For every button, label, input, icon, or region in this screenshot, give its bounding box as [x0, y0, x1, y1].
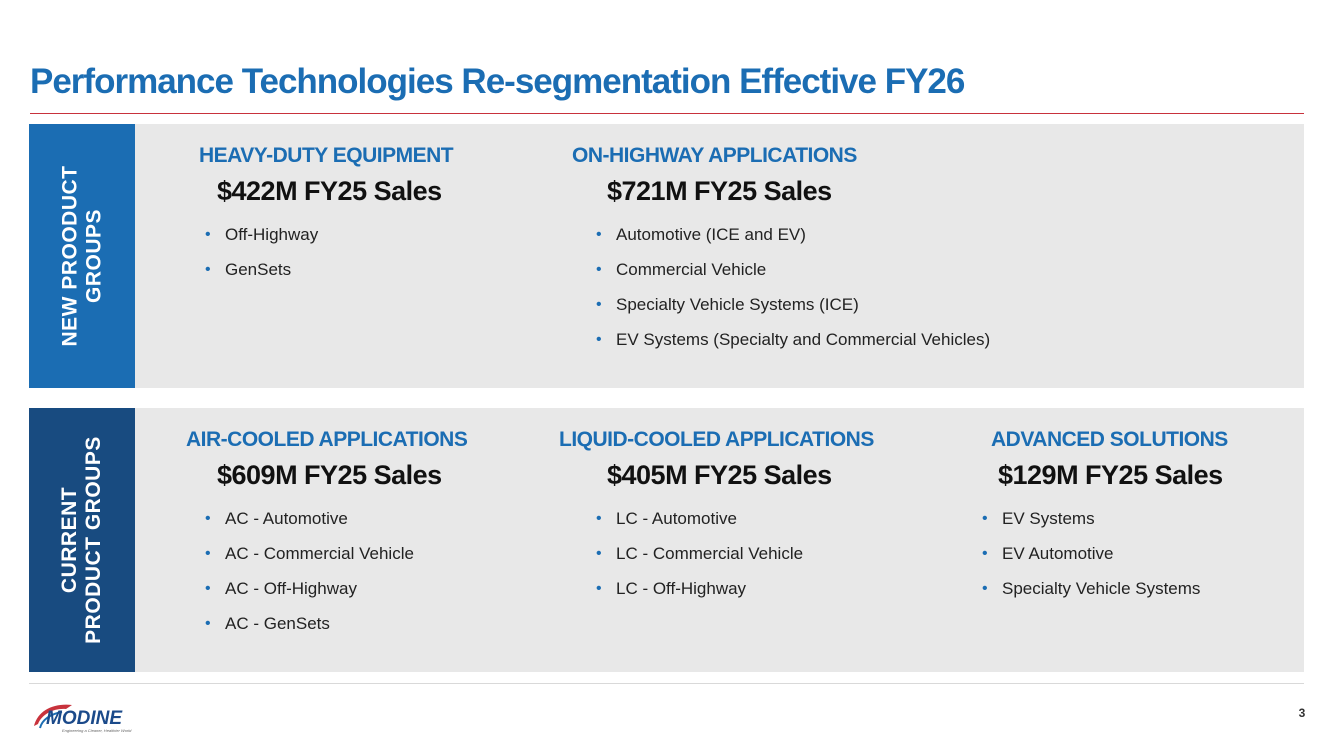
group-sales: $721M FY25 Sales [607, 176, 832, 206]
group-bullet-list: LC - Automotive LC - Commercial Vehicle … [590, 501, 874, 606]
group-advanced-solutions: ADVANCED SOLUTIONS $129M FY25 Sales EV S… [982, 428, 1228, 606]
logo-wordmark: MODINE [46, 708, 123, 729]
list-item: LC - Off-Highway [590, 571, 874, 606]
group-title: ADVANCED SOLUTIONS [991, 428, 1228, 451]
group-sales: $405M FY25 Sales [607, 460, 832, 490]
logo-tagline: Engineering a Cleaner, Healthier World [62, 728, 132, 733]
list-item: AC - Automotive [199, 501, 467, 536]
modine-logo: MODINE Engineering a Cleaner, Healthier … [34, 704, 132, 733]
list-item: EV Systems [976, 501, 1228, 536]
group-title: HEAVY-DUTY EQUIPMENT [199, 144, 454, 167]
group-bullet-list: EV Systems EV Automotive Specialty Vehic… [976, 501, 1228, 606]
group-heavy-duty-equipment: HEAVY-DUTY EQUIPMENT $422M FY25 Sales Of… [199, 144, 454, 287]
list-item: AC - Off-Highway [199, 571, 467, 606]
list-item: GenSets [199, 252, 453, 287]
new-product-groups-panel: NEW PROODUCT GROUPS HEAVY-DUTY EQUIPMENT… [29, 124, 1304, 388]
group-title: ON-HIGHWAY APPLICATIONS [572, 144, 857, 167]
new-groups-side-label: NEW PROODUCT GROUPS [29, 124, 135, 388]
group-bullet-list: AC - Automotive AC - Commercial Vehicle … [199, 501, 467, 641]
list-item: EV Systems (Specialty and Commercial Veh… [590, 322, 990, 357]
list-item: Off-Highway [199, 217, 453, 252]
group-sales: $422M FY25 Sales [217, 176, 442, 206]
group-sales: $609M FY25 Sales [217, 460, 442, 490]
group-sales: $129M FY25 Sales [998, 460, 1223, 490]
list-item: Commercial Vehicle [590, 252, 990, 287]
list-item: Specialty Vehicle Systems (ICE) [590, 287, 990, 322]
group-title: AIR-COOLED APPLICATIONS [186, 428, 468, 451]
list-item: LC - Commercial Vehicle [590, 536, 874, 571]
list-item: Specialty Vehicle Systems [976, 571, 1228, 606]
group-air-cooled-applications: AIR-COOLED APPLICATIONS $609M FY25 Sales… [186, 428, 468, 641]
group-bullet-list: Automotive (ICE and EV) Commercial Vehic… [590, 217, 990, 357]
list-item: AC - Commercial Vehicle [199, 536, 467, 571]
title-divider [30, 113, 1304, 114]
current-groups-side-label: CURRENT PRODUCT GROUPS [29, 408, 135, 672]
page-number: 3 [1298, 706, 1306, 720]
group-title: LIQUID-COOLED APPLICATIONS [559, 428, 874, 451]
list-item: Automotive (ICE and EV) [590, 217, 990, 252]
list-item: AC - GenSets [199, 606, 467, 641]
side-label-line: GROUPS [82, 209, 105, 304]
page-title: Performance Technologies Re-segmentation… [30, 62, 965, 101]
group-on-highway-applications: ON-HIGHWAY APPLICATIONS $721M FY25 Sales… [572, 144, 990, 357]
list-item: LC - Automotive [590, 501, 874, 536]
side-label-line: CURRENT [58, 486, 81, 594]
list-item: EV Automotive [976, 536, 1228, 571]
footer-divider [29, 683, 1304, 684]
side-label-line: PRODUCT GROUPS [82, 436, 105, 644]
group-liquid-cooled-applications: LIQUID-COOLED APPLICATIONS $405M FY25 Sa… [559, 428, 874, 606]
current-product-groups-panel: CURRENT PRODUCT GROUPS AIR-COOLED APPLIC… [29, 408, 1304, 672]
side-label-line: NEW PROODUCT [58, 165, 81, 347]
group-bullet-list: Off-Highway GenSets [199, 217, 453, 287]
